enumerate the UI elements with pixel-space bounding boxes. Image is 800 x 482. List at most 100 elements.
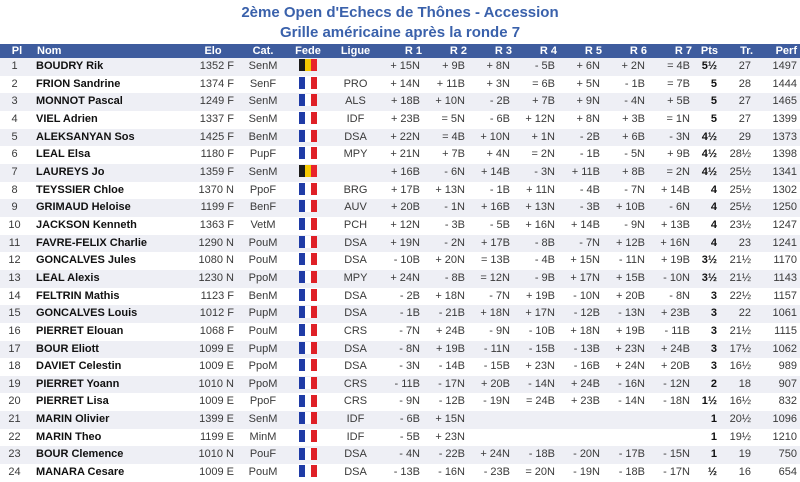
round-result-r6: - 14N [606, 393, 651, 412]
round-result-r1: + 14N [381, 75, 426, 94]
player-federation [286, 146, 330, 164]
player-rank: 2 [0, 75, 34, 94]
round-result-r6: - 4N [606, 93, 651, 111]
round-result-r4: - 5B [516, 58, 561, 76]
player-category: SenM [240, 163, 286, 182]
player-tiebreak: 18 [720, 375, 754, 394]
player-league: DSA [330, 358, 381, 376]
player-tiebreak: 22½ [720, 287, 754, 306]
column-header-perf: Perf [754, 44, 800, 58]
player-federation [286, 110, 330, 129]
player-name: BOUDRY Rik [34, 58, 186, 76]
player-elo: 1230 N [186, 269, 240, 288]
player-tiebreak: 23 [720, 234, 754, 253]
player-rank: 24 [0, 464, 34, 482]
round-result-r5: - 4B [561, 181, 606, 200]
player-performance: 1157 [754, 287, 800, 306]
round-result-r4: - 8B [516, 234, 561, 253]
flag-france-icon [299, 359, 317, 372]
flag-belgium-icon [299, 165, 317, 178]
player-league: PCH [330, 216, 381, 235]
player-name: MANARA Cesare [34, 464, 186, 482]
player-points: ½ [696, 464, 720, 482]
player-league: CRS [330, 393, 381, 412]
player-category: VetM [240, 216, 286, 235]
flag-france-icon [299, 182, 317, 195]
player-points: 1 [696, 446, 720, 465]
player-tiebreak: 20½ [720, 411, 754, 429]
player-performance: 1210 [754, 428, 800, 447]
player-tiebreak: 16½ [720, 358, 754, 376]
round-result-r1: + 12N [381, 216, 426, 235]
player-name: GONCALVES Jules [34, 252, 186, 270]
player-row-3: 3 MONNOT Pascal 1249 F SenM ALS + 18B + 10N - 2… [0, 93, 800, 111]
round-result-r7: + 23B [651, 305, 696, 323]
round-result-r5: + 14B [561, 216, 606, 235]
player-federation [286, 358, 330, 376]
player-row-1: 1 BOUDRY Rik 1352 F SenM + 15N + 9B + 8N - 5B + … [0, 58, 800, 76]
round-result-r1: - 9N [381, 393, 426, 412]
round-result-r4: - 3N [516, 163, 561, 182]
round-result-r1: + 16B [381, 163, 426, 182]
round-result-r3: - 9N [471, 322, 516, 341]
round-result-r7: + 20B [651, 358, 696, 376]
round-result-r7: - 17N [651, 464, 696, 482]
round-result-r6: - 11N [606, 252, 651, 270]
player-rank: 20 [0, 393, 34, 412]
column-header-r1: R 1 [381, 44, 426, 58]
player-league: DSA [330, 464, 381, 482]
player-points: 3½ [696, 252, 720, 270]
player-name: DAVIET Celestin [34, 358, 186, 376]
player-category: MinM [240, 428, 286, 447]
player-federation [286, 287, 330, 306]
player-row-10: 10 JACKSON Kenneth 1363 F VetM PCH + 12N - 3B -… [0, 216, 800, 235]
player-elo: 1352 F [186, 58, 240, 76]
player-tiebreak: 21½ [720, 269, 754, 288]
round-result-r5: - 3B [561, 199, 606, 217]
player-performance: 1096 [754, 411, 800, 429]
player-tiebreak: 16 [720, 464, 754, 482]
round-result-r6: + 6B [606, 128, 651, 147]
player-points: 3 [696, 340, 720, 359]
round-result-r6: + 15B [606, 269, 651, 288]
player-elo: 1199 F [186, 199, 240, 217]
player-elo: 1290 N [186, 234, 240, 253]
player-name: MARIN Olivier [34, 411, 186, 429]
round-result-r6: + 12B [606, 234, 651, 253]
round-result-r1: - 3N [381, 358, 426, 376]
column-header-r7: R 7 [651, 44, 696, 58]
player-name: GRIMAUD Heloise [34, 199, 186, 217]
player-rank: 19 [0, 375, 34, 394]
flag-france-icon [299, 253, 317, 266]
player-federation [286, 393, 330, 412]
round-result-r4: - 10B [516, 322, 561, 341]
flag-france-icon [299, 129, 317, 142]
round-result-r5: + 18N [561, 322, 606, 341]
round-result-r6 [606, 411, 651, 429]
round-result-r4: + 23N [516, 358, 561, 376]
player-federation [286, 216, 330, 235]
player-rank: 12 [0, 252, 34, 270]
player-performance: 1062 [754, 340, 800, 359]
player-elo: 1337 F [186, 110, 240, 129]
column-header-fede: Fede [286, 44, 330, 58]
round-result-r1: - 7N [381, 322, 426, 341]
flag-france-icon [299, 218, 317, 230]
player-row-17: 17 BOUR Eliott 1099 E PupM DSA - 8N + 19B - 11N… [0, 340, 800, 359]
player-category: SenF [240, 75, 286, 94]
player-category: PpoM [240, 269, 286, 288]
round-result-r1: - 4N [381, 446, 426, 465]
player-points: 2 [696, 375, 720, 394]
player-elo: 1425 F [186, 128, 240, 147]
player-rank: 9 [0, 199, 34, 217]
player-name: MARIN Theo [34, 428, 186, 447]
player-league: CRS [330, 375, 381, 394]
player-points: 4½ [696, 146, 720, 164]
round-result-r7: = 1N [651, 110, 696, 129]
round-result-r2: - 21B [426, 305, 471, 323]
player-elo: 1180 F [186, 146, 240, 164]
player-rank: 13 [0, 269, 34, 288]
round-result-r4: + 13N [516, 199, 561, 217]
player-performance: 1302 [754, 181, 800, 200]
player-performance: 1444 [754, 75, 800, 94]
